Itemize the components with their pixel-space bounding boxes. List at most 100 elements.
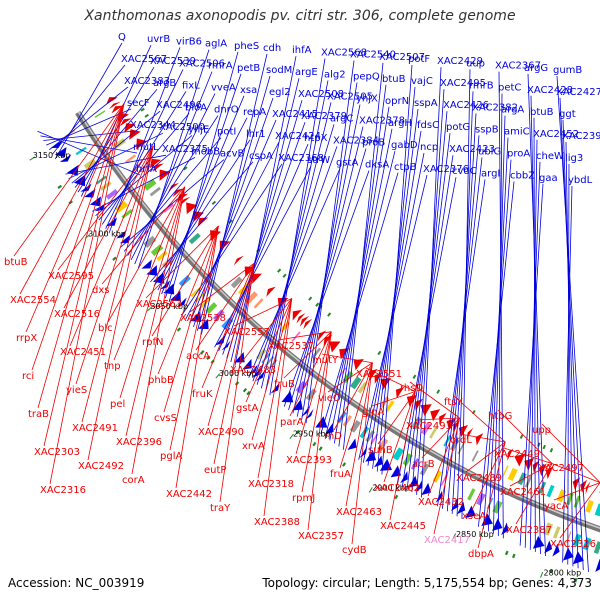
forward-gene-arrow <box>435 490 443 503</box>
forward-gene-label: mutL <box>133 142 159 153</box>
reverse-leader-line <box>19 103 125 295</box>
forward-gene-label: proA <box>507 149 530 160</box>
forward-gene-label: gstA <box>336 157 358 168</box>
forward-gene-label: XAC2376 <box>423 164 469 175</box>
forward-gene-label: fixL <box>182 80 200 91</box>
reverse-feature-block <box>357 381 368 394</box>
reverse-gene-label: XAC2563 <box>136 299 182 310</box>
reverse-gene-label: cvsS <box>154 413 177 424</box>
forward-gene-label: ubiG <box>478 146 501 157</box>
forward-leader-line <box>524 161 541 548</box>
forward-gene-label: sodM <box>266 65 292 76</box>
forward-feature-block <box>305 388 317 401</box>
reverse-leader-line <box>339 362 373 469</box>
reverse-gene-label: rpmJ <box>292 493 315 504</box>
forward-gene-label: cheW <box>536 151 564 162</box>
forward-gene-arrow <box>116 229 127 239</box>
forward-gene-arrow <box>141 259 152 269</box>
forward-gene-label: strW <box>307 155 330 166</box>
reverse-gene-label: mutY <box>312 355 339 366</box>
forward-leader-line <box>406 133 451 490</box>
forward-gene-label: XAC2496 <box>156 100 202 111</box>
inner-marker <box>542 444 546 450</box>
reverse-gene-arrow <box>129 129 141 140</box>
reverse-feature-block <box>594 503 600 517</box>
forward-leader-line <box>230 78 300 363</box>
reverse-leader-line <box>497 409 553 464</box>
reverse-leader-line <box>345 362 373 507</box>
kbp-tick <box>215 373 221 379</box>
reverse-leader-line <box>433 417 460 535</box>
forward-leader-line <box>288 148 367 411</box>
forward-gene-arrow <box>532 535 545 549</box>
forward-gene-label: XAC2495 <box>440 78 486 89</box>
outer-marker <box>206 355 211 361</box>
inner-marker <box>277 268 282 273</box>
reverse-gene-label: XAC2463 <box>336 507 382 518</box>
forward-gene-label: dksA <box>365 160 389 171</box>
reverse-leader-line <box>377 391 416 445</box>
forward-feature-block <box>377 438 389 451</box>
forward-leader-line <box>189 119 277 324</box>
forward-leader-line <box>130 93 216 261</box>
reverse-leader-line <box>213 263 255 465</box>
reverse-leader-line <box>131 186 186 475</box>
forward-gene-label: petB <box>237 63 260 74</box>
forward-gene-label: bioA <box>185 102 207 113</box>
map-title: Xanthomonas axonopodis pv. citri str. 30… <box>84 8 516 24</box>
reverse-gene-label: eutP <box>204 465 226 476</box>
forward-leader-line <box>320 172 399 435</box>
backbone-arc <box>75 110 600 533</box>
reverse-gene-label: XAC2432 <box>418 497 464 508</box>
reverse-gene-label: xrvA <box>242 441 265 452</box>
reverse-leader-line <box>427 417 460 497</box>
reverse-leader-line <box>295 331 332 455</box>
kbp-tick-label: 2850 kbp <box>456 530 494 539</box>
forward-gene-arrow <box>501 522 509 536</box>
forward-gene-label: gumB <box>553 65 582 76</box>
forward-gene-label: cbbZ <box>510 171 535 182</box>
forward-gene-label: xsa <box>240 85 257 96</box>
forward-gene-arrow <box>544 540 553 554</box>
reverse-gene-arrow <box>186 202 198 215</box>
forward-leader-line <box>54 42 123 160</box>
reverse-feature-block <box>279 321 291 333</box>
forward-feature-block <box>566 531 572 543</box>
reverse-feature-block <box>385 400 395 413</box>
forward-gene-label: htpX <box>304 133 328 144</box>
reverse-gene-label: XAC2551 <box>356 369 402 380</box>
forward-gene-label: XAC2507 <box>379 52 425 63</box>
forward-gene-label: sspA <box>414 98 438 109</box>
reverse-leader-line <box>541 423 600 483</box>
forward-gene-label: btuB <box>382 74 406 85</box>
forward-gene-arrow <box>408 475 419 488</box>
reverse-leader-line <box>87 145 154 461</box>
reverse-gene-arrow <box>466 427 474 441</box>
reverse-gene-arrow <box>119 118 132 127</box>
outer-marker <box>57 184 62 189</box>
forward-gene-label: XAC2379 <box>301 111 347 122</box>
forward-gene-label: XAC2423 <box>449 144 495 155</box>
reverse-leader-line <box>43 103 125 447</box>
forward-gene-label: ihfA <box>292 45 312 56</box>
reverse-leader-line <box>101 186 186 285</box>
forward-gene-label: XAC2428 <box>527 85 573 96</box>
reverse-feature-block <box>524 475 533 488</box>
forward-leader-line <box>153 139 251 287</box>
kbp-tick-label: 3050 kbp <box>150 302 188 311</box>
reverse-gene-arrow <box>197 217 209 227</box>
forward-leader-line <box>193 97 274 328</box>
inner-marker <box>537 442 541 447</box>
reverse-leader-line <box>327 362 373 393</box>
reverse-leader-line <box>175 225 219 489</box>
forward-leader-line <box>333 106 390 444</box>
forward-leader-line <box>559 97 584 571</box>
forward-gene-label: amiC <box>504 127 530 138</box>
forward-gene-label: rmrB <box>469 80 494 91</box>
accession-text: Accession: NC_003919 <box>8 576 145 590</box>
forward-gene-arrow <box>457 501 466 515</box>
forward-gene-label: argG <box>524 63 548 74</box>
forward-gene-label: argI <box>481 168 500 179</box>
forward-gene-label: XAC2368 <box>278 153 324 164</box>
